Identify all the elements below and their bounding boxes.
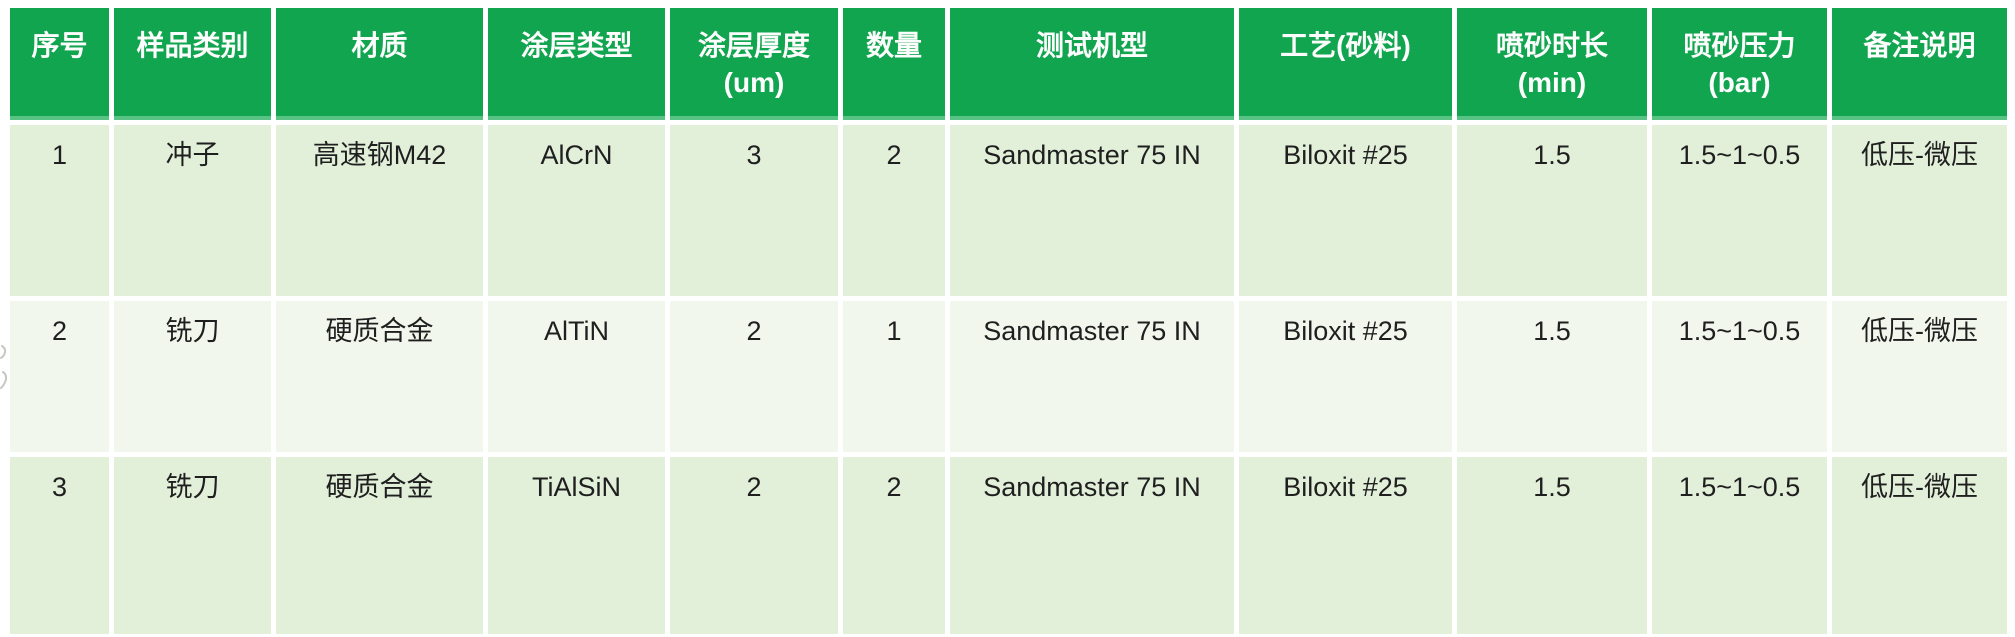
cell-coating-thickness-row2: 2	[670, 301, 838, 452]
cell-remarks-row2: 低压-微压	[1832, 301, 2007, 452]
cell-test-machine-row2: Sandmaster 75 IN	[950, 301, 1234, 452]
header-cell-process-media: 工艺(砂料)	[1239, 8, 1452, 120]
header-cell-index: 序号	[10, 8, 109, 120]
cell-coating-type-row1: AlCrN	[488, 125, 665, 296]
header-cell-material: 材质	[276, 8, 483, 120]
header-cell-sample-type: 样品类别	[114, 8, 271, 120]
cell-quantity-row1: 2	[843, 125, 945, 296]
cell-coating-thickness-row1: 3	[670, 125, 838, 296]
header-cell-test-machine: 测试机型	[950, 8, 1234, 120]
cell-coating-type-row3: TiAlSiN	[488, 457, 665, 634]
cell-index-row1: 1	[10, 125, 109, 296]
cell-blast-pressure-row2: 1.5~1~0.5	[1652, 301, 1827, 452]
cell-blast-pressure-row3: 1.5~1~0.5	[1652, 457, 1827, 634]
cell-quantity-row2: 1	[843, 301, 945, 452]
cell-material-row3: 硬质合金	[276, 457, 483, 634]
stray-pen-mark	[0, 345, 8, 389]
cell-remarks-row1: 低压-微压	[1832, 125, 2007, 296]
cell-coating-thickness-row3: 2	[670, 457, 838, 634]
cell-process-media-row2: Biloxit #25	[1239, 301, 1452, 452]
cell-sample-type-row3: 铣刀	[114, 457, 271, 634]
cell-blast-duration-row1: 1.5	[1457, 125, 1647, 296]
cell-index-row3: 3	[10, 457, 109, 634]
spec-table: 序号 样品类别 材质 涂层类型 涂层厚度 (um) 数量 测试机型 工艺(砂料) 喷砂时长 (m…	[10, 8, 2007, 634]
cell-material-row2: 硬质合金	[276, 301, 483, 452]
header-cell-coating-thickness: 涂层厚度 (um)	[670, 8, 838, 120]
header-cell-blast-pressure: 喷砂压力 (bar)	[1652, 8, 1827, 120]
cell-remarks-row3: 低压-微压	[1832, 457, 2007, 634]
cell-process-media-row1: Biloxit #25	[1239, 125, 1452, 296]
cell-sample-type-row1: 冲子	[114, 125, 271, 296]
cell-test-machine-row1: Sandmaster 75 IN	[950, 125, 1234, 296]
cell-process-media-row3: Biloxit #25	[1239, 457, 1452, 634]
cell-material-row1: 高速钢M42	[276, 125, 483, 296]
cell-index-row2: 2	[10, 301, 109, 452]
cell-blast-duration-row3: 1.5	[1457, 457, 1647, 634]
cell-quantity-row3: 2	[843, 457, 945, 634]
cell-blast-pressure-row1: 1.5~1~0.5	[1652, 125, 1827, 296]
cell-sample-type-row2: 铣刀	[114, 301, 271, 452]
cell-test-machine-row3: Sandmaster 75 IN	[950, 457, 1234, 634]
header-cell-coating-type: 涂层类型	[488, 8, 665, 120]
header-cell-remarks: 备注说明	[1832, 8, 2007, 120]
header-cell-quantity: 数量	[843, 8, 945, 120]
cell-coating-type-row2: AlTiN	[488, 301, 665, 452]
cell-blast-duration-row2: 1.5	[1457, 301, 1647, 452]
header-cell-blast-duration: 喷砂时长 (min)	[1457, 8, 1647, 120]
